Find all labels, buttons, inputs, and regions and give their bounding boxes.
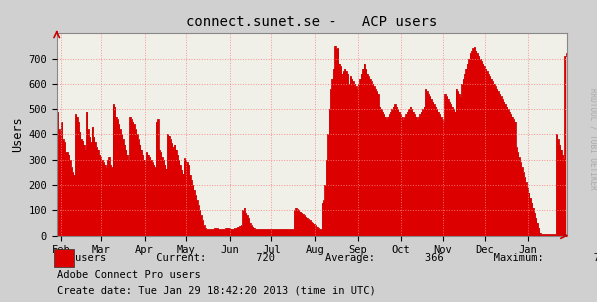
- Title: connect.sunet.se -   ACP users: connect.sunet.se - ACP users: [186, 15, 438, 29]
- Text: RRDTOOL / TOBI OETIKER: RRDTOOL / TOBI OETIKER: [588, 88, 597, 190]
- Text: Adobe Connect Pro users: Adobe Connect Pro users: [57, 270, 201, 281]
- Text: users        Current:        720        Average:        366        Maximum:     : users Current: 720 Average: 366 Maximum:: [75, 253, 597, 263]
- Y-axis label: Users: Users: [11, 117, 24, 152]
- Text: Create date: Tue Jan 29 18:42:20 2013 (time in UTC): Create date: Tue Jan 29 18:42:20 2013 (t…: [57, 285, 376, 296]
